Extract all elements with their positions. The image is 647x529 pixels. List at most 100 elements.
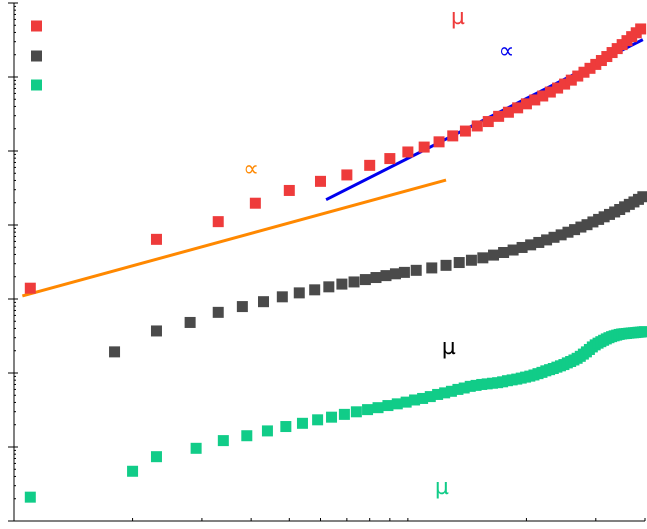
data-point xyxy=(440,259,452,271)
data-point xyxy=(587,216,599,228)
data-point xyxy=(432,388,444,400)
data-point xyxy=(341,169,353,181)
data-point xyxy=(635,23,647,35)
data-point xyxy=(127,465,139,477)
annotations: µ ∝ ∝ µ µ xyxy=(243,5,514,500)
data-point xyxy=(426,262,438,274)
data-point xyxy=(565,74,577,86)
data-point xyxy=(512,102,524,114)
data-point xyxy=(433,136,445,148)
data-point xyxy=(24,491,36,503)
data-point xyxy=(323,281,335,293)
data-point xyxy=(391,398,403,410)
data-point xyxy=(453,257,465,269)
data-point xyxy=(562,226,574,238)
data-point xyxy=(336,278,348,290)
data-point xyxy=(533,236,545,248)
fit-lines xyxy=(21,38,644,298)
data-point xyxy=(593,213,605,225)
data-point xyxy=(418,141,430,153)
data-point xyxy=(359,274,371,286)
axes xyxy=(8,2,646,522)
legend-marker xyxy=(31,79,42,91)
data-point xyxy=(249,197,261,209)
data-point xyxy=(296,417,308,429)
data-point xyxy=(541,234,553,246)
data-point xyxy=(578,66,590,78)
data-point xyxy=(417,392,429,404)
data-point xyxy=(529,94,541,106)
fit-line xyxy=(21,178,447,298)
data-point xyxy=(584,62,596,74)
data-point xyxy=(477,252,489,264)
data-point xyxy=(212,216,224,228)
data-point xyxy=(548,231,560,243)
data-point xyxy=(572,70,584,82)
data-point xyxy=(575,221,587,233)
data-point xyxy=(452,383,464,395)
data-point xyxy=(410,264,422,276)
data-point xyxy=(520,98,532,110)
data-point xyxy=(309,284,321,296)
data-points xyxy=(24,23,647,503)
data-point xyxy=(398,266,410,278)
data-point xyxy=(276,291,288,303)
data-point xyxy=(555,229,567,241)
data-point xyxy=(150,451,162,463)
data-point xyxy=(350,406,362,418)
data-point xyxy=(439,387,451,399)
data-point xyxy=(459,125,471,137)
data-point xyxy=(470,379,482,391)
data-point xyxy=(261,425,273,437)
data-point xyxy=(312,414,324,426)
data-point xyxy=(424,391,436,403)
annotation-label: ∝ xyxy=(499,39,515,64)
data-point xyxy=(150,325,162,337)
data-point xyxy=(362,404,374,416)
data-point xyxy=(590,58,602,70)
data-point xyxy=(370,272,382,284)
data-point xyxy=(581,219,593,231)
data-point xyxy=(402,146,414,158)
data-point xyxy=(348,276,360,288)
data-point xyxy=(498,246,510,258)
data-point xyxy=(525,239,537,251)
data-point xyxy=(212,306,224,318)
data-point xyxy=(445,385,457,397)
legend xyxy=(31,20,42,91)
data-point xyxy=(184,316,196,328)
data-point xyxy=(314,175,326,187)
data-point xyxy=(464,380,476,392)
data-point xyxy=(293,287,305,299)
data-point xyxy=(488,249,500,261)
data-point xyxy=(637,191,647,203)
data-point xyxy=(280,421,292,433)
data-point xyxy=(516,241,528,253)
data-point xyxy=(552,82,564,94)
data-point xyxy=(502,106,514,118)
data-point xyxy=(24,282,36,294)
legend-marker xyxy=(31,50,42,62)
data-point xyxy=(217,435,229,447)
data-point xyxy=(409,394,421,406)
data-point xyxy=(507,244,519,256)
data-point xyxy=(258,296,270,308)
data-point xyxy=(400,396,412,408)
data-point xyxy=(150,233,162,245)
data-point xyxy=(569,224,581,236)
data-point xyxy=(372,402,384,414)
data-point xyxy=(447,130,459,142)
data-point xyxy=(639,326,647,338)
annotation-label: µ xyxy=(451,5,465,30)
data-point xyxy=(465,254,477,266)
data-point xyxy=(458,382,470,394)
data-point xyxy=(471,120,483,132)
data-point xyxy=(283,184,295,196)
data-point xyxy=(493,110,505,122)
data-point xyxy=(382,400,394,412)
data-point xyxy=(338,408,350,420)
data-point xyxy=(559,78,571,90)
data-point xyxy=(384,153,396,165)
data-point xyxy=(241,430,253,442)
